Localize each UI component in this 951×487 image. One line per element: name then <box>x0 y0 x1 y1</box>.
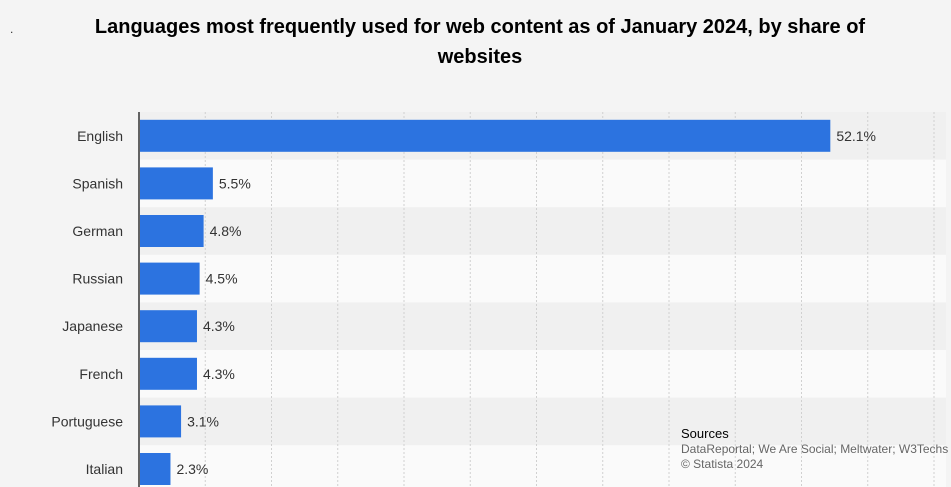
category-label: German <box>72 223 123 239</box>
value-label: 5.5% <box>219 175 251 191</box>
row-band <box>139 207 946 255</box>
sources-heading: Sources <box>681 426 948 442</box>
bar-french <box>140 358 197 390</box>
value-label: 4.8% <box>210 223 242 239</box>
category-label: Spanish <box>72 175 123 191</box>
category-label: Italian <box>86 461 123 477</box>
row-band <box>139 302 946 350</box>
category-label: English <box>77 128 123 144</box>
sources-box: Sources DataReportal; We Are Social; Mel… <box>681 426 948 472</box>
sources-text: DataReportal; We Are Social; Meltwater; … <box>681 442 948 457</box>
row-band <box>139 255 946 303</box>
value-label: 4.3% <box>203 318 235 334</box>
copyright-text: © Statista 2024 <box>681 457 948 472</box>
category-label: Japanese <box>62 318 123 334</box>
bar-italian <box>140 453 170 485</box>
category-label: Portuguese <box>51 413 123 429</box>
bar-japanese <box>140 310 197 342</box>
bar-spanish <box>140 167 213 199</box>
value-label: 4.5% <box>206 271 238 287</box>
bar-german <box>140 215 204 247</box>
bar-russian <box>140 263 200 295</box>
value-label: 4.3% <box>203 366 235 382</box>
row-band <box>139 160 946 208</box>
bar-english <box>140 120 830 152</box>
category-label: Russian <box>72 271 123 287</box>
row-band <box>139 350 946 398</box>
value-label: 52.1% <box>836 128 876 144</box>
value-label: 3.1% <box>187 413 219 429</box>
category-label: French <box>79 366 123 382</box>
value-label: 2.3% <box>176 461 208 477</box>
bar-portuguese <box>140 405 181 437</box>
